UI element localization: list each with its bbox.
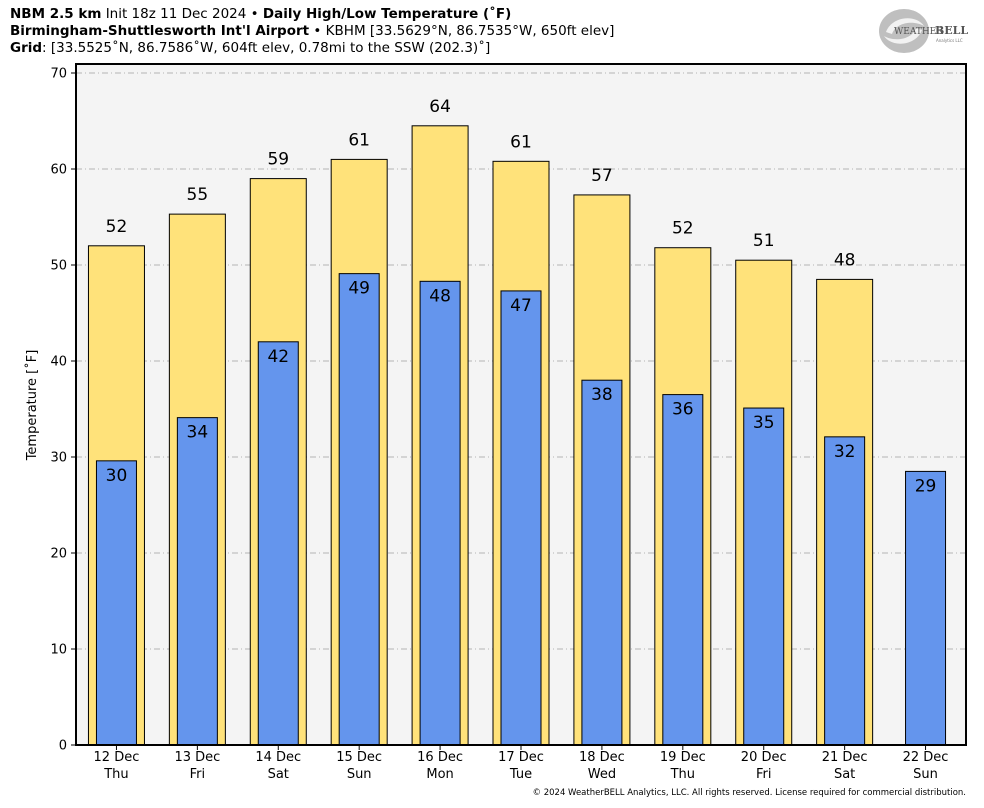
low-temp-label: 47 (510, 296, 532, 316)
low-temp-label: 48 (429, 286, 451, 306)
header-line-2: Birmingham-Shuttlesworth Int'l Airport •… (10, 23, 614, 40)
low-temp-label: 29 (915, 476, 937, 496)
x-tick-label-date: 17 Dec (498, 750, 544, 765)
separator: • (313, 23, 322, 39)
grid-label: Grid (10, 40, 43, 56)
low-temp-bar (662, 394, 704, 746)
low-temp-bar (95, 460, 137, 746)
low-temp-bar (824, 436, 866, 746)
y-tick-label: 30 (50, 451, 67, 466)
x-tick-label-date: 12 Dec (94, 750, 140, 765)
header-line-3: Grid: [33.5525˚N, 86.7586˚W, 604ft elev,… (10, 40, 490, 57)
low-temp-bar (743, 407, 785, 746)
copyright-footer: © 2024 WeatherBELL Analytics, LLC. All r… (532, 788, 966, 798)
product-title: Daily High/Low Temperature (˚F) (262, 6, 512, 22)
x-tick-label-date: 13 Dec (174, 750, 220, 765)
low-temp-bar (905, 470, 947, 746)
low-temp-label: 49 (348, 279, 370, 299)
init-time: Init 18z 11 Dec 2024 (105, 6, 247, 22)
y-tick-label: 10 (50, 643, 67, 658)
x-tick-label-day: Wed (588, 767, 616, 782)
model-name: NBM 2.5 km (10, 6, 102, 22)
high-temp-label: 51 (753, 231, 775, 251)
logo-text-bell: BELL (935, 24, 968, 37)
low-temp-bar (176, 417, 218, 746)
high-temp-label: 61 (348, 130, 370, 150)
high-temp-label: 48 (834, 250, 856, 270)
x-tick-label-date: 20 Dec (741, 750, 787, 765)
grid-info: : [33.5525˚N, 86.7586˚W, 604ft elev, 0.7… (42, 40, 491, 56)
low-temp-bar (257, 341, 299, 746)
station-name: Birmingham-Shuttlesworth Int'l Airport (10, 23, 310, 39)
low-temp-label: 36 (672, 400, 694, 420)
low-temp-bar (581, 379, 623, 746)
x-tick-label-date: 16 Dec (417, 750, 463, 765)
axes: 0 10 20 30 40 50 60 70 12 Dec Thu 13 Dec Fri 14 Dec S… (50, 67, 948, 783)
x-tick-label-date: 22 Dec (903, 750, 949, 765)
high-temp-label: 64 (429, 97, 451, 117)
y-tick-label: 50 (50, 259, 67, 274)
logo-text-sub: Analytics LLC (936, 38, 963, 43)
high-temp-label: 59 (267, 150, 289, 170)
x-tick-label-day: Fri (756, 767, 772, 782)
high-temp-label: 55 (187, 185, 209, 205)
low-temp-bar (500, 290, 542, 746)
y-tick-label: 20 (50, 547, 67, 562)
x-tick-label-day: Mon (426, 767, 453, 782)
x-tick-label-day: Thu (103, 767, 128, 782)
low-temp-label: 42 (267, 347, 289, 367)
y-axis-label: Temperature [˚F] (24, 350, 40, 462)
station-info: KBHM [33.5629°N, 86.7535°W, 650ft elev] (325, 23, 615, 39)
x-tick-label-day: Tue (509, 767, 532, 782)
data-labels: 52 30 55 34 59 42 61 49 64 48 61 47 57 38 52 36 51 35 48 32… (106, 97, 937, 497)
separator: • (250, 6, 259, 22)
x-tick-label-day: Thu (670, 767, 695, 782)
low-temp-bar (419, 280, 461, 746)
x-tick-label-day: Sun (913, 767, 938, 782)
high-temp-label: 57 (591, 166, 613, 186)
x-tick-label-day: Fri (190, 767, 206, 782)
high-temp-label: 61 (510, 132, 532, 152)
x-tick-label-day: Sat (268, 767, 289, 782)
low-temp-label: 32 (834, 442, 856, 462)
x-tick-label-date: 14 Dec (255, 750, 301, 765)
y-tick-label: 70 (50, 67, 67, 82)
weatherbell-logo: WEATHER BELL Analytics LLC (879, 9, 968, 53)
low-temp-bar (338, 273, 380, 746)
y-tick-label: 60 (50, 163, 67, 178)
x-tick-label-date: 18 Dec (579, 750, 625, 765)
x-tick-label-date: 15 Dec (336, 750, 382, 765)
high-temp-label: 52 (672, 219, 694, 239)
logo-text-weather: WEATHER (894, 27, 943, 37)
y-tick-label: 40 (50, 355, 67, 370)
x-tick-label-day: Sat (834, 767, 855, 782)
x-tick-label-date: 19 Dec (660, 750, 706, 765)
low-temp-label: 34 (187, 423, 209, 443)
x-tick-label-date: 21 Dec (822, 750, 868, 765)
y-tick-label: 0 (59, 739, 67, 754)
low-temp-label: 35 (753, 413, 775, 433)
low-temp-label: 38 (591, 385, 613, 405)
low-temp-label: 30 (106, 466, 128, 486)
high-temp-label: 52 (106, 217, 128, 237)
bars (87, 125, 947, 746)
x-tick-label-day: Sun (347, 767, 372, 782)
header-line-1: NBM 2.5 km Init 18z 11 Dec 2024 • Daily … (10, 6, 511, 23)
